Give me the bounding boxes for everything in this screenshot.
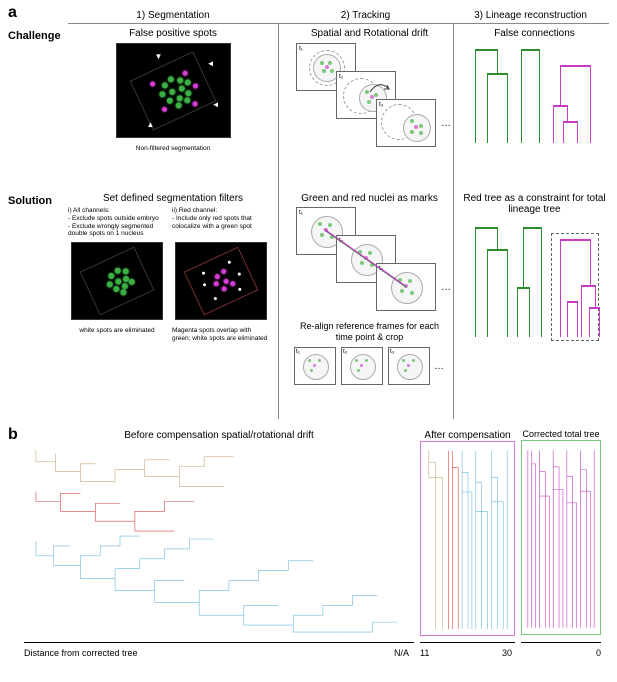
corrected-tree [521, 440, 601, 635]
crop-t2: t₂ [341, 347, 383, 385]
header-divider [68, 23, 609, 24]
tick-11: 11 [420, 648, 429, 658]
sol-caption1: white spots are eliminated [68, 327, 166, 335]
challenge-col1-caption: Non-filtered segmentation [68, 145, 278, 153]
filtered-red-image [175, 242, 267, 320]
tick-30: 30 [502, 648, 512, 658]
challenge-col1-title: False positive spots [68, 28, 278, 39]
tick-na: N/A [394, 648, 409, 658]
filter2a: - Include only red spots that colocalize… [172, 215, 272, 231]
constraint-highlight-box [551, 233, 599, 341]
column-headers: 1) Segmentation 2) Tracking 3) Lineage r… [68, 8, 609, 23]
panel-a-label: a [8, 4, 17, 22]
arrow-icon: ▲ [147, 120, 155, 129]
challenge-label: Challenge [8, 28, 68, 183]
false-connections-tree [465, 43, 605, 143]
constraint-tree [465, 221, 605, 351]
solution-row: Solution Set defined segmentation filter… [8, 193, 609, 428]
solution-col3: Red tree as a constraint for total linea… [453, 193, 608, 428]
filtered-green-image [71, 242, 163, 320]
arrow-icon: ▼ [155, 52, 163, 61]
panel-a: a 1) Segmentation 2) Tracking 3) Lineage… [8, 8, 609, 428]
solution-col3-title: Red tree as a constraint for total linea… [461, 193, 608, 215]
challenge-col3-title: False connections [461, 28, 608, 39]
crop-t1: t₁ [294, 347, 336, 385]
crop-t3: t₃ [388, 347, 430, 385]
challenge-col1: False positive spots [68, 28, 278, 183]
col3-header: 3) Lineage reconstruction [453, 8, 608, 23]
solution-col1-title: Set defined segmentation filters [68, 193, 278, 204]
drift-frame-t3: t₃ [376, 99, 436, 147]
filter2-head: ii) Red channel: [172, 207, 272, 215]
mark-frame-t3: t₃ [376, 263, 436, 311]
col1-header: 1) Segmentation [68, 8, 278, 23]
challenge-col2-title: Spatial and Rotational drift [286, 28, 453, 39]
panel-b: b Before compensation spatial/rotational… [8, 430, 609, 674]
before-title: Before compensation spatial/rotational d… [24, 430, 414, 441]
challenge-row: Challenge False positive spots [8, 28, 609, 183]
solution-col2: Green and red nuclei as marks t₁ t₂ [278, 193, 453, 428]
before-tree [24, 441, 414, 636]
challenge-col2: Spatial and Rotational drift t₁ t₂ [278, 28, 453, 183]
filter1b: - Exclude wrongly segmented double spots… [68, 223, 168, 239]
filter1-head: i) All channels: [68, 207, 168, 215]
solution-col2-title: Green and red nuclei as marks [286, 193, 453, 204]
solution-label: Solution [8, 193, 68, 428]
solution-col1: Set defined segmentation filters i) All … [68, 193, 278, 428]
arrow-icon: ◄ [207, 59, 215, 68]
filter1a: - Exclude spots outside embryo [68, 215, 168, 223]
realign-text: Re-align reference frames for each time … [286, 321, 453, 343]
distance-axis-3 [521, 642, 601, 643]
col2-header: 2) Tracking [278, 8, 453, 23]
after-title: After compensation [420, 430, 515, 441]
challenge-col3: False connections [453, 28, 608, 183]
corrected-title: Corrected total tree [521, 430, 601, 440]
distance-axis [24, 642, 414, 643]
arrow-icon: ◄ [212, 100, 220, 109]
distance-axis-2 [420, 642, 515, 643]
segmentation-image: ▼ ◄ ◄ ▲ [116, 43, 231, 138]
x-label: Distance from corrected tree [24, 648, 138, 658]
panel-b-label: b [8, 426, 18, 444]
sol-caption2: Magenta spots overlap with green; white … [172, 327, 270, 343]
tick-0: 0 [596, 648, 601, 658]
after-tree [420, 441, 515, 636]
